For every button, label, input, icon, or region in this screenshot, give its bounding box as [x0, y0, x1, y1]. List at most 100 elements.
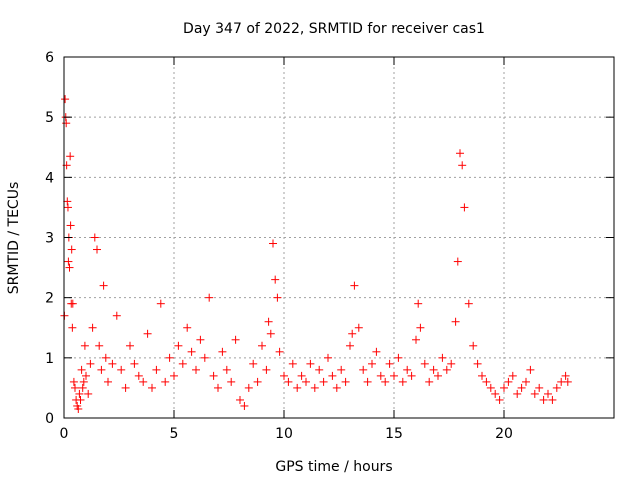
data-point	[453, 257, 462, 266]
data-point	[284, 377, 293, 386]
data-point	[429, 365, 438, 374]
data-point	[126, 341, 134, 350]
data-point	[442, 365, 451, 374]
data-point	[504, 377, 513, 386]
data-point	[416, 323, 425, 332]
data-point	[341, 377, 350, 386]
data-point	[262, 365, 271, 374]
data-point	[266, 329, 275, 338]
data-point	[80, 341, 89, 350]
data-point	[530, 389, 539, 398]
data-point	[350, 281, 359, 290]
data-point	[170, 371, 178, 380]
data-point	[473, 359, 482, 368]
data-point	[90, 233, 99, 242]
data-point	[324, 353, 332, 362]
data-point	[134, 371, 143, 380]
data-point	[187, 347, 196, 356]
data-point	[86, 359, 95, 368]
data-points	[60, 95, 572, 413]
data-point	[214, 383, 222, 392]
data-point	[288, 359, 297, 368]
data-point	[563, 377, 572, 386]
data-point	[253, 377, 262, 386]
data-point	[372, 347, 381, 356]
data-point	[464, 299, 473, 308]
data-point	[218, 347, 227, 356]
data-point	[385, 359, 394, 368]
data-point	[280, 371, 288, 380]
data-point	[79, 377, 88, 386]
data-point	[95, 341, 104, 350]
data-point	[293, 383, 302, 392]
data-point	[71, 383, 79, 392]
data-point	[420, 359, 429, 368]
data-point	[458, 161, 467, 170]
data-point	[376, 371, 385, 380]
x-tick-label: 10	[275, 426, 293, 442]
axis-ticks: 0 5 10 15 20 0 1 2 3 4 5 6	[45, 50, 614, 442]
data-point	[302, 377, 310, 386]
data-point	[222, 365, 231, 374]
data-point	[315, 365, 324, 374]
data-point	[75, 389, 84, 398]
data-point	[82, 371, 90, 380]
data-point	[174, 341, 183, 350]
data-point	[104, 377, 112, 386]
data-point	[69, 377, 78, 386]
data-point	[394, 353, 403, 362]
data-point	[319, 377, 328, 386]
y-axis-label: SRMTID / TECUs	[6, 182, 22, 295]
data-point	[192, 365, 200, 374]
data-point	[508, 371, 517, 380]
data-point	[78, 383, 87, 392]
data-point	[368, 359, 376, 368]
data-point	[359, 365, 368, 374]
data-point	[398, 377, 407, 386]
data-point	[348, 329, 357, 338]
data-point	[513, 389, 522, 398]
data-point	[552, 383, 561, 392]
data-point	[74, 404, 83, 413]
data-point	[66, 152, 75, 161]
data-point	[249, 359, 258, 368]
data-point	[240, 401, 249, 410]
data-point	[486, 383, 495, 392]
data-point	[460, 203, 469, 212]
data-point	[264, 317, 273, 326]
data-point	[152, 365, 161, 374]
data-point	[381, 377, 390, 386]
data-point	[456, 149, 464, 158]
data-point	[205, 293, 214, 302]
data-point	[209, 371, 218, 380]
data-point	[65, 263, 74, 272]
data-point	[161, 377, 170, 386]
data-point	[143, 329, 152, 338]
data-point	[108, 359, 117, 368]
data-point	[67, 245, 76, 254]
data-point	[407, 371, 416, 380]
data-point	[68, 323, 77, 332]
data-point	[414, 299, 423, 308]
data-point	[535, 383, 544, 392]
data-point	[139, 377, 148, 386]
data-point	[236, 395, 244, 404]
y-tick-label: 5	[45, 110, 54, 126]
data-point	[178, 359, 187, 368]
data-point	[63, 197, 72, 206]
data-point	[88, 323, 97, 332]
data-point	[121, 383, 130, 392]
data-point	[62, 119, 71, 128]
data-point	[77, 365, 86, 374]
data-point	[76, 395, 85, 404]
data-point	[447, 359, 456, 368]
data-point	[275, 347, 284, 356]
data-point	[101, 353, 110, 362]
data-point	[517, 383, 526, 392]
data-point	[306, 359, 315, 368]
data-point	[346, 341, 354, 350]
data-point	[500, 383, 508, 392]
y-tick-label: 3	[45, 231, 54, 247]
data-point	[196, 335, 205, 344]
data-point	[99, 281, 108, 290]
